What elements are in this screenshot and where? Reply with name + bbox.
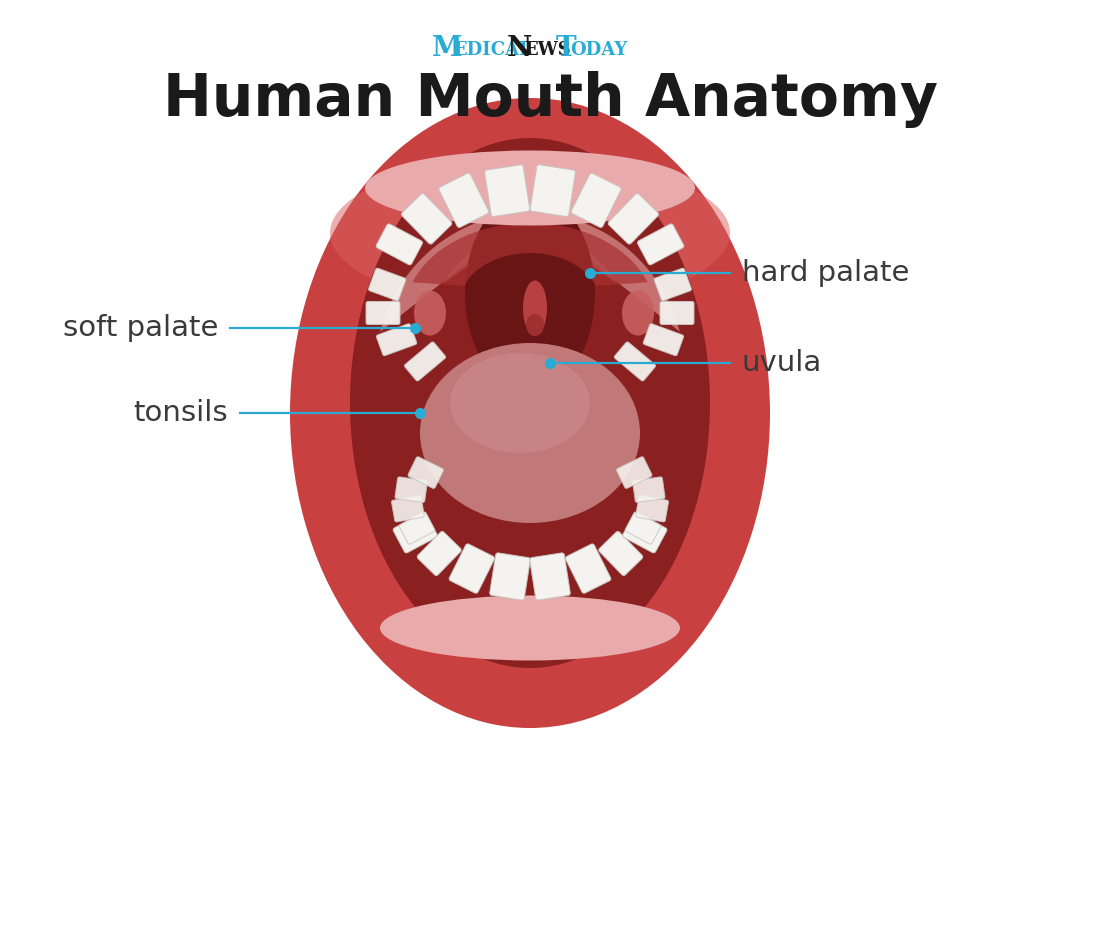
FancyBboxPatch shape xyxy=(393,512,438,553)
Text: EWS: EWS xyxy=(525,41,571,59)
FancyBboxPatch shape xyxy=(530,553,570,600)
Ellipse shape xyxy=(465,193,595,393)
FancyBboxPatch shape xyxy=(614,342,656,381)
FancyBboxPatch shape xyxy=(608,193,659,244)
Ellipse shape xyxy=(330,158,730,308)
Polygon shape xyxy=(381,213,680,332)
Text: ODAY: ODAY xyxy=(570,41,628,59)
Text: M: M xyxy=(432,35,463,61)
FancyBboxPatch shape xyxy=(654,268,692,301)
FancyBboxPatch shape xyxy=(439,174,488,227)
FancyBboxPatch shape xyxy=(530,165,575,217)
FancyBboxPatch shape xyxy=(368,268,406,301)
FancyBboxPatch shape xyxy=(366,302,400,324)
Ellipse shape xyxy=(365,151,695,225)
Text: EDICAL: EDICAL xyxy=(453,41,531,59)
Ellipse shape xyxy=(526,314,544,336)
FancyBboxPatch shape xyxy=(644,323,683,356)
Text: N: N xyxy=(507,35,532,61)
FancyBboxPatch shape xyxy=(399,512,435,544)
Polygon shape xyxy=(412,223,648,286)
Text: tonsils: tonsils xyxy=(133,399,228,427)
FancyBboxPatch shape xyxy=(376,223,422,265)
FancyBboxPatch shape xyxy=(417,531,461,575)
Ellipse shape xyxy=(450,353,590,453)
FancyBboxPatch shape xyxy=(402,193,452,244)
Ellipse shape xyxy=(522,280,547,336)
FancyBboxPatch shape xyxy=(571,174,621,227)
Text: uvula: uvula xyxy=(742,349,823,377)
FancyBboxPatch shape xyxy=(636,496,669,521)
Ellipse shape xyxy=(290,98,770,728)
FancyBboxPatch shape xyxy=(637,223,684,265)
FancyBboxPatch shape xyxy=(485,165,530,217)
FancyBboxPatch shape xyxy=(565,544,610,593)
FancyBboxPatch shape xyxy=(598,531,642,575)
Text: hard palate: hard palate xyxy=(742,259,910,287)
Polygon shape xyxy=(443,233,617,283)
FancyBboxPatch shape xyxy=(616,456,652,488)
FancyBboxPatch shape xyxy=(392,496,425,521)
Ellipse shape xyxy=(621,290,654,336)
Ellipse shape xyxy=(350,138,710,668)
FancyBboxPatch shape xyxy=(376,323,417,356)
FancyBboxPatch shape xyxy=(405,342,446,381)
FancyBboxPatch shape xyxy=(449,544,495,593)
FancyBboxPatch shape xyxy=(408,456,443,488)
FancyBboxPatch shape xyxy=(625,512,661,544)
Ellipse shape xyxy=(379,595,680,660)
FancyBboxPatch shape xyxy=(395,477,427,503)
Ellipse shape xyxy=(414,290,446,336)
FancyBboxPatch shape xyxy=(490,553,530,600)
Text: Human Mouth Anatomy: Human Mouth Anatomy xyxy=(163,72,937,128)
Text: soft palate: soft palate xyxy=(63,314,218,342)
FancyBboxPatch shape xyxy=(623,512,667,553)
Ellipse shape xyxy=(420,343,640,523)
Text: T: T xyxy=(557,35,576,61)
FancyBboxPatch shape xyxy=(632,477,666,503)
FancyBboxPatch shape xyxy=(660,302,694,324)
